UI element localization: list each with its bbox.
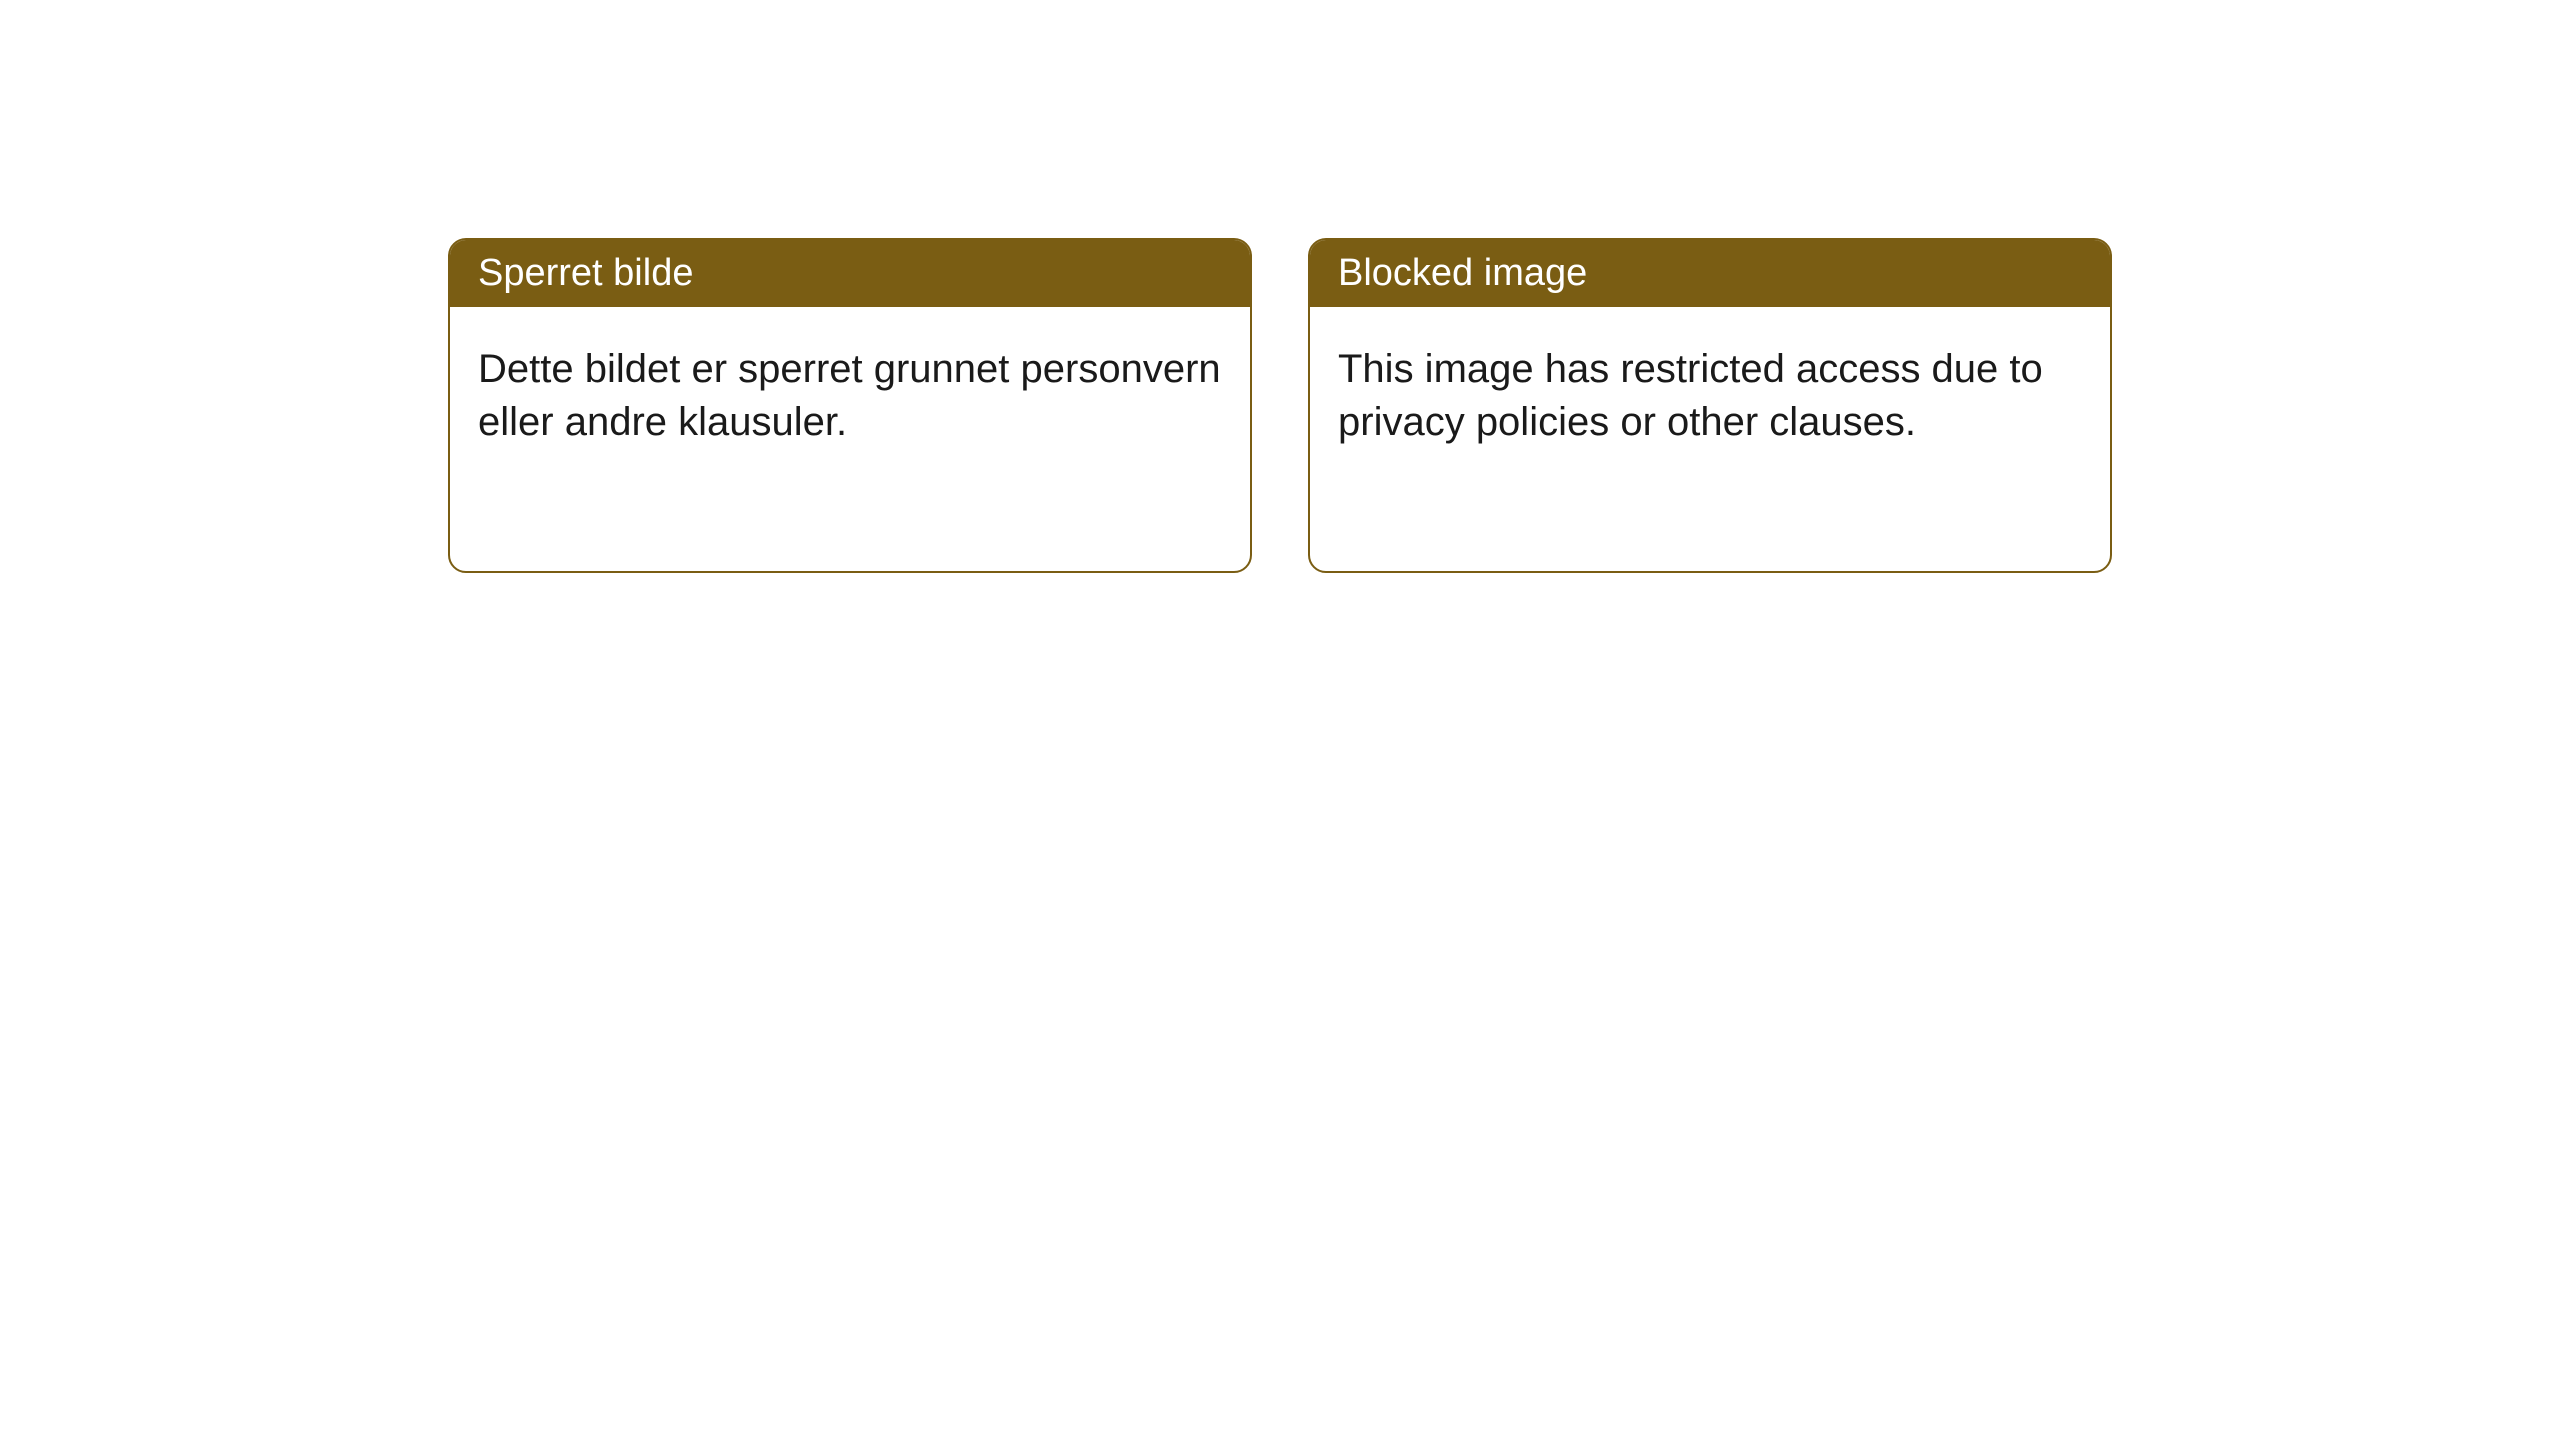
card-body: This image has restricted access due to … xyxy=(1310,307,2110,485)
card-title: Blocked image xyxy=(1338,252,1587,294)
card-message: This image has restricted access due to … xyxy=(1338,347,2043,444)
card-body: Dette bildet er sperret grunnet personve… xyxy=(450,307,1250,485)
notice-card-norwegian: Sperret bilde Dette bildet er sperret gr… xyxy=(448,238,1252,573)
notice-card-english: Blocked image This image has restricted … xyxy=(1308,238,2112,573)
card-title: Sperret bilde xyxy=(478,252,693,294)
notice-cards-container: Sperret bilde Dette bildet er sperret gr… xyxy=(0,0,2560,573)
card-header: Blocked image xyxy=(1310,240,2110,307)
card-header: Sperret bilde xyxy=(450,240,1250,307)
card-message: Dette bildet er sperret grunnet personve… xyxy=(478,347,1221,444)
